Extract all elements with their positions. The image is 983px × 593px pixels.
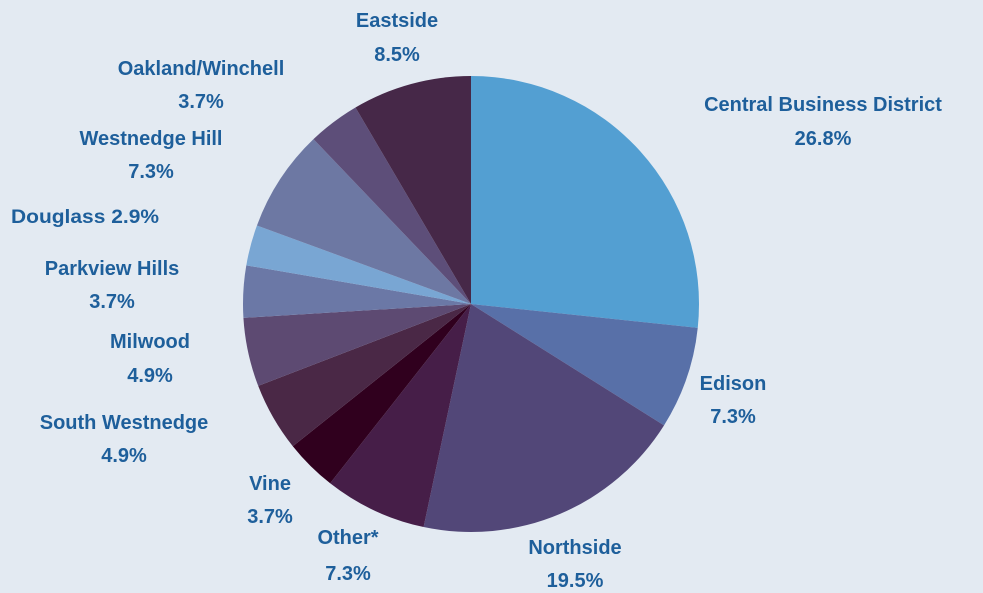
slice-value-northside: 19.5%	[547, 570, 604, 592]
slice-value-vine: 3.7%	[247, 506, 293, 528]
slice-label-westnedge-hill: Westnedge Hill	[80, 128, 223, 150]
pie-slice-vine	[292, 304, 471, 484]
pie-slice-central-business-district	[471, 76, 699, 328]
slice-label-milwood: Milwood	[110, 331, 190, 353]
slice-label-eastside: Eastside	[356, 10, 438, 32]
slice-label-northside: Northside	[528, 537, 621, 559]
pie-slice-westnedge-hill	[256, 139, 471, 304]
slice-labels: Central Business District 26.8% Edison 7…	[11, 10, 942, 592]
pie-slice-other	[330, 304, 471, 528]
pie-slices	[242, 76, 699, 533]
slice-value-other: 7.3%	[325, 563, 371, 585]
slice-label-central-business-district: Central Business District	[704, 94, 942, 116]
slice-value-central-business-district: 26.8%	[795, 128, 852, 150]
slice-value-westnedge-hill: 7.3%	[128, 161, 174, 183]
slice-label-other: Other*	[317, 527, 378, 549]
pie-slice-douglass	[246, 225, 471, 304]
slice-value-milwood: 4.9%	[127, 365, 173, 387]
pie-slice-south-westnedge	[258, 304, 471, 447]
pie-slice-eastside	[355, 76, 471, 304]
pie-slice-parkview-hills	[242, 265, 471, 318]
slice-label-parkview-hills: Parkview Hills	[45, 258, 180, 280]
slice-value-eastside: 8.5%	[374, 44, 420, 66]
slice-label-south-westnedge: South Westnedge	[40, 412, 209, 434]
pie-slice-northside	[423, 304, 665, 533]
slice-value-parkview-hills: 3.7%	[89, 291, 135, 313]
slice-value-edison: 7.3%	[710, 406, 756, 428]
slice-label-vine: Vine	[249, 473, 291, 495]
slice-value-oakland-winchell: 3.7%	[178, 91, 224, 113]
pie-slice-milwood	[243, 304, 471, 386]
slice-label-edison: Edison	[700, 373, 767, 395]
slice-value-south-westnedge: 4.9%	[101, 445, 147, 467]
slice-label-douglass: Douglass 2.9%	[11, 207, 159, 228]
pie-slice-edison	[471, 304, 698, 426]
pie-slice-oakland-winchell	[313, 107, 471, 304]
slice-label-oakland-winchell: Oakland/Winchell	[118, 58, 285, 80]
